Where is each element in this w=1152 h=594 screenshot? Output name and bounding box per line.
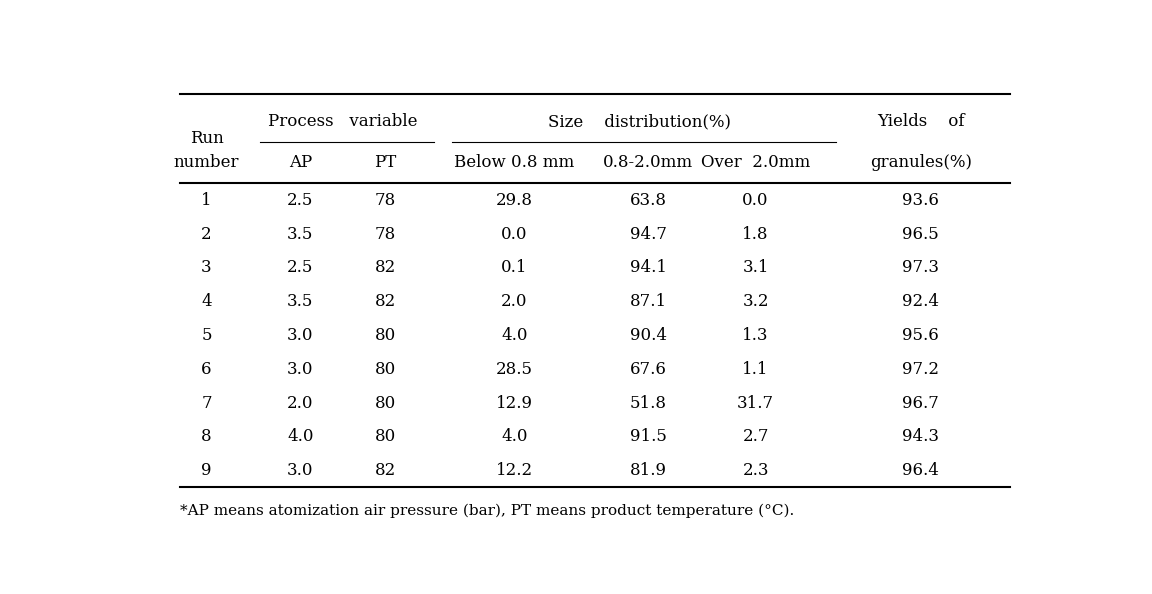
Text: Size    distribution(%): Size distribution(%) [548, 113, 732, 130]
Text: 28.5: 28.5 [497, 361, 533, 378]
Text: 7: 7 [202, 394, 212, 412]
Text: AP: AP [289, 154, 312, 171]
Text: 91.5: 91.5 [630, 428, 667, 446]
Text: 9: 9 [202, 462, 212, 479]
Text: Process   variable: Process variable [268, 113, 417, 130]
Text: 96.5: 96.5 [902, 226, 939, 242]
Text: *AP means atomization air pressure (bar), PT means product temperature (°C).: *AP means atomization air pressure (bar)… [180, 503, 794, 517]
Text: 92.4: 92.4 [902, 293, 939, 310]
Text: Yields    of: Yields of [877, 113, 964, 130]
Text: 3.5: 3.5 [287, 226, 313, 242]
Text: 81.9: 81.9 [630, 462, 667, 479]
Text: 3.5: 3.5 [287, 293, 313, 310]
Text: 4.0: 4.0 [501, 428, 528, 446]
Text: 3.2: 3.2 [742, 293, 768, 310]
Text: 3.1: 3.1 [742, 260, 768, 276]
Text: 87.1: 87.1 [630, 293, 667, 310]
Text: 8: 8 [202, 428, 212, 446]
Text: 90.4: 90.4 [630, 327, 667, 344]
Text: PT: PT [374, 154, 396, 171]
Text: 4.0: 4.0 [501, 327, 528, 344]
Text: 96.7: 96.7 [902, 394, 939, 412]
Text: 3.0: 3.0 [287, 361, 313, 378]
Text: 0.0: 0.0 [742, 192, 768, 208]
Text: 1.8: 1.8 [742, 226, 768, 242]
Text: 12.2: 12.2 [497, 462, 533, 479]
Text: 2.5: 2.5 [287, 260, 313, 276]
Text: 2.0: 2.0 [287, 394, 313, 412]
Text: 78: 78 [374, 226, 395, 242]
Text: 1: 1 [202, 192, 212, 208]
Text: 3: 3 [202, 260, 212, 276]
Text: 97.2: 97.2 [902, 361, 939, 378]
Text: number: number [174, 154, 240, 171]
Text: 3.0: 3.0 [287, 327, 313, 344]
Text: 0.1: 0.1 [501, 260, 528, 276]
Text: 82: 82 [374, 293, 395, 310]
Text: 2: 2 [202, 226, 212, 242]
Text: 29.8: 29.8 [497, 192, 533, 208]
Text: 95.6: 95.6 [902, 327, 939, 344]
Text: 1.3: 1.3 [742, 327, 768, 344]
Text: 31.7: 31.7 [737, 394, 774, 412]
Text: 5: 5 [202, 327, 212, 344]
Text: 0.0: 0.0 [501, 226, 528, 242]
Text: 2.3: 2.3 [742, 462, 768, 479]
Text: 1.1: 1.1 [742, 361, 768, 378]
Text: 82: 82 [374, 462, 395, 479]
Text: 80: 80 [374, 428, 395, 446]
Text: 94.7: 94.7 [630, 226, 667, 242]
Text: 80: 80 [374, 327, 395, 344]
Text: 6: 6 [202, 361, 212, 378]
Text: granules(%): granules(%) [870, 154, 972, 171]
Text: 93.6: 93.6 [902, 192, 939, 208]
Text: Run: Run [190, 130, 223, 147]
Text: 94.3: 94.3 [902, 428, 939, 446]
Text: 0.8-2.0mm: 0.8-2.0mm [604, 154, 694, 171]
Text: Over  2.0mm: Over 2.0mm [700, 154, 810, 171]
Text: 12.9: 12.9 [497, 394, 533, 412]
Text: 96.4: 96.4 [902, 462, 939, 479]
Text: 3.0: 3.0 [287, 462, 313, 479]
Text: 94.1: 94.1 [630, 260, 667, 276]
Text: 51.8: 51.8 [630, 394, 667, 412]
Text: 63.8: 63.8 [630, 192, 667, 208]
Text: 97.3: 97.3 [902, 260, 939, 276]
Text: 4: 4 [202, 293, 212, 310]
Text: 4.0: 4.0 [287, 428, 313, 446]
Text: 78: 78 [374, 192, 395, 208]
Text: 80: 80 [374, 394, 395, 412]
Text: 82: 82 [374, 260, 395, 276]
Text: 80: 80 [374, 361, 395, 378]
Text: 2.0: 2.0 [501, 293, 528, 310]
Text: 67.6: 67.6 [630, 361, 667, 378]
Text: 2.7: 2.7 [742, 428, 768, 446]
Text: Below 0.8 mm: Below 0.8 mm [454, 154, 575, 171]
Text: 2.5: 2.5 [287, 192, 313, 208]
